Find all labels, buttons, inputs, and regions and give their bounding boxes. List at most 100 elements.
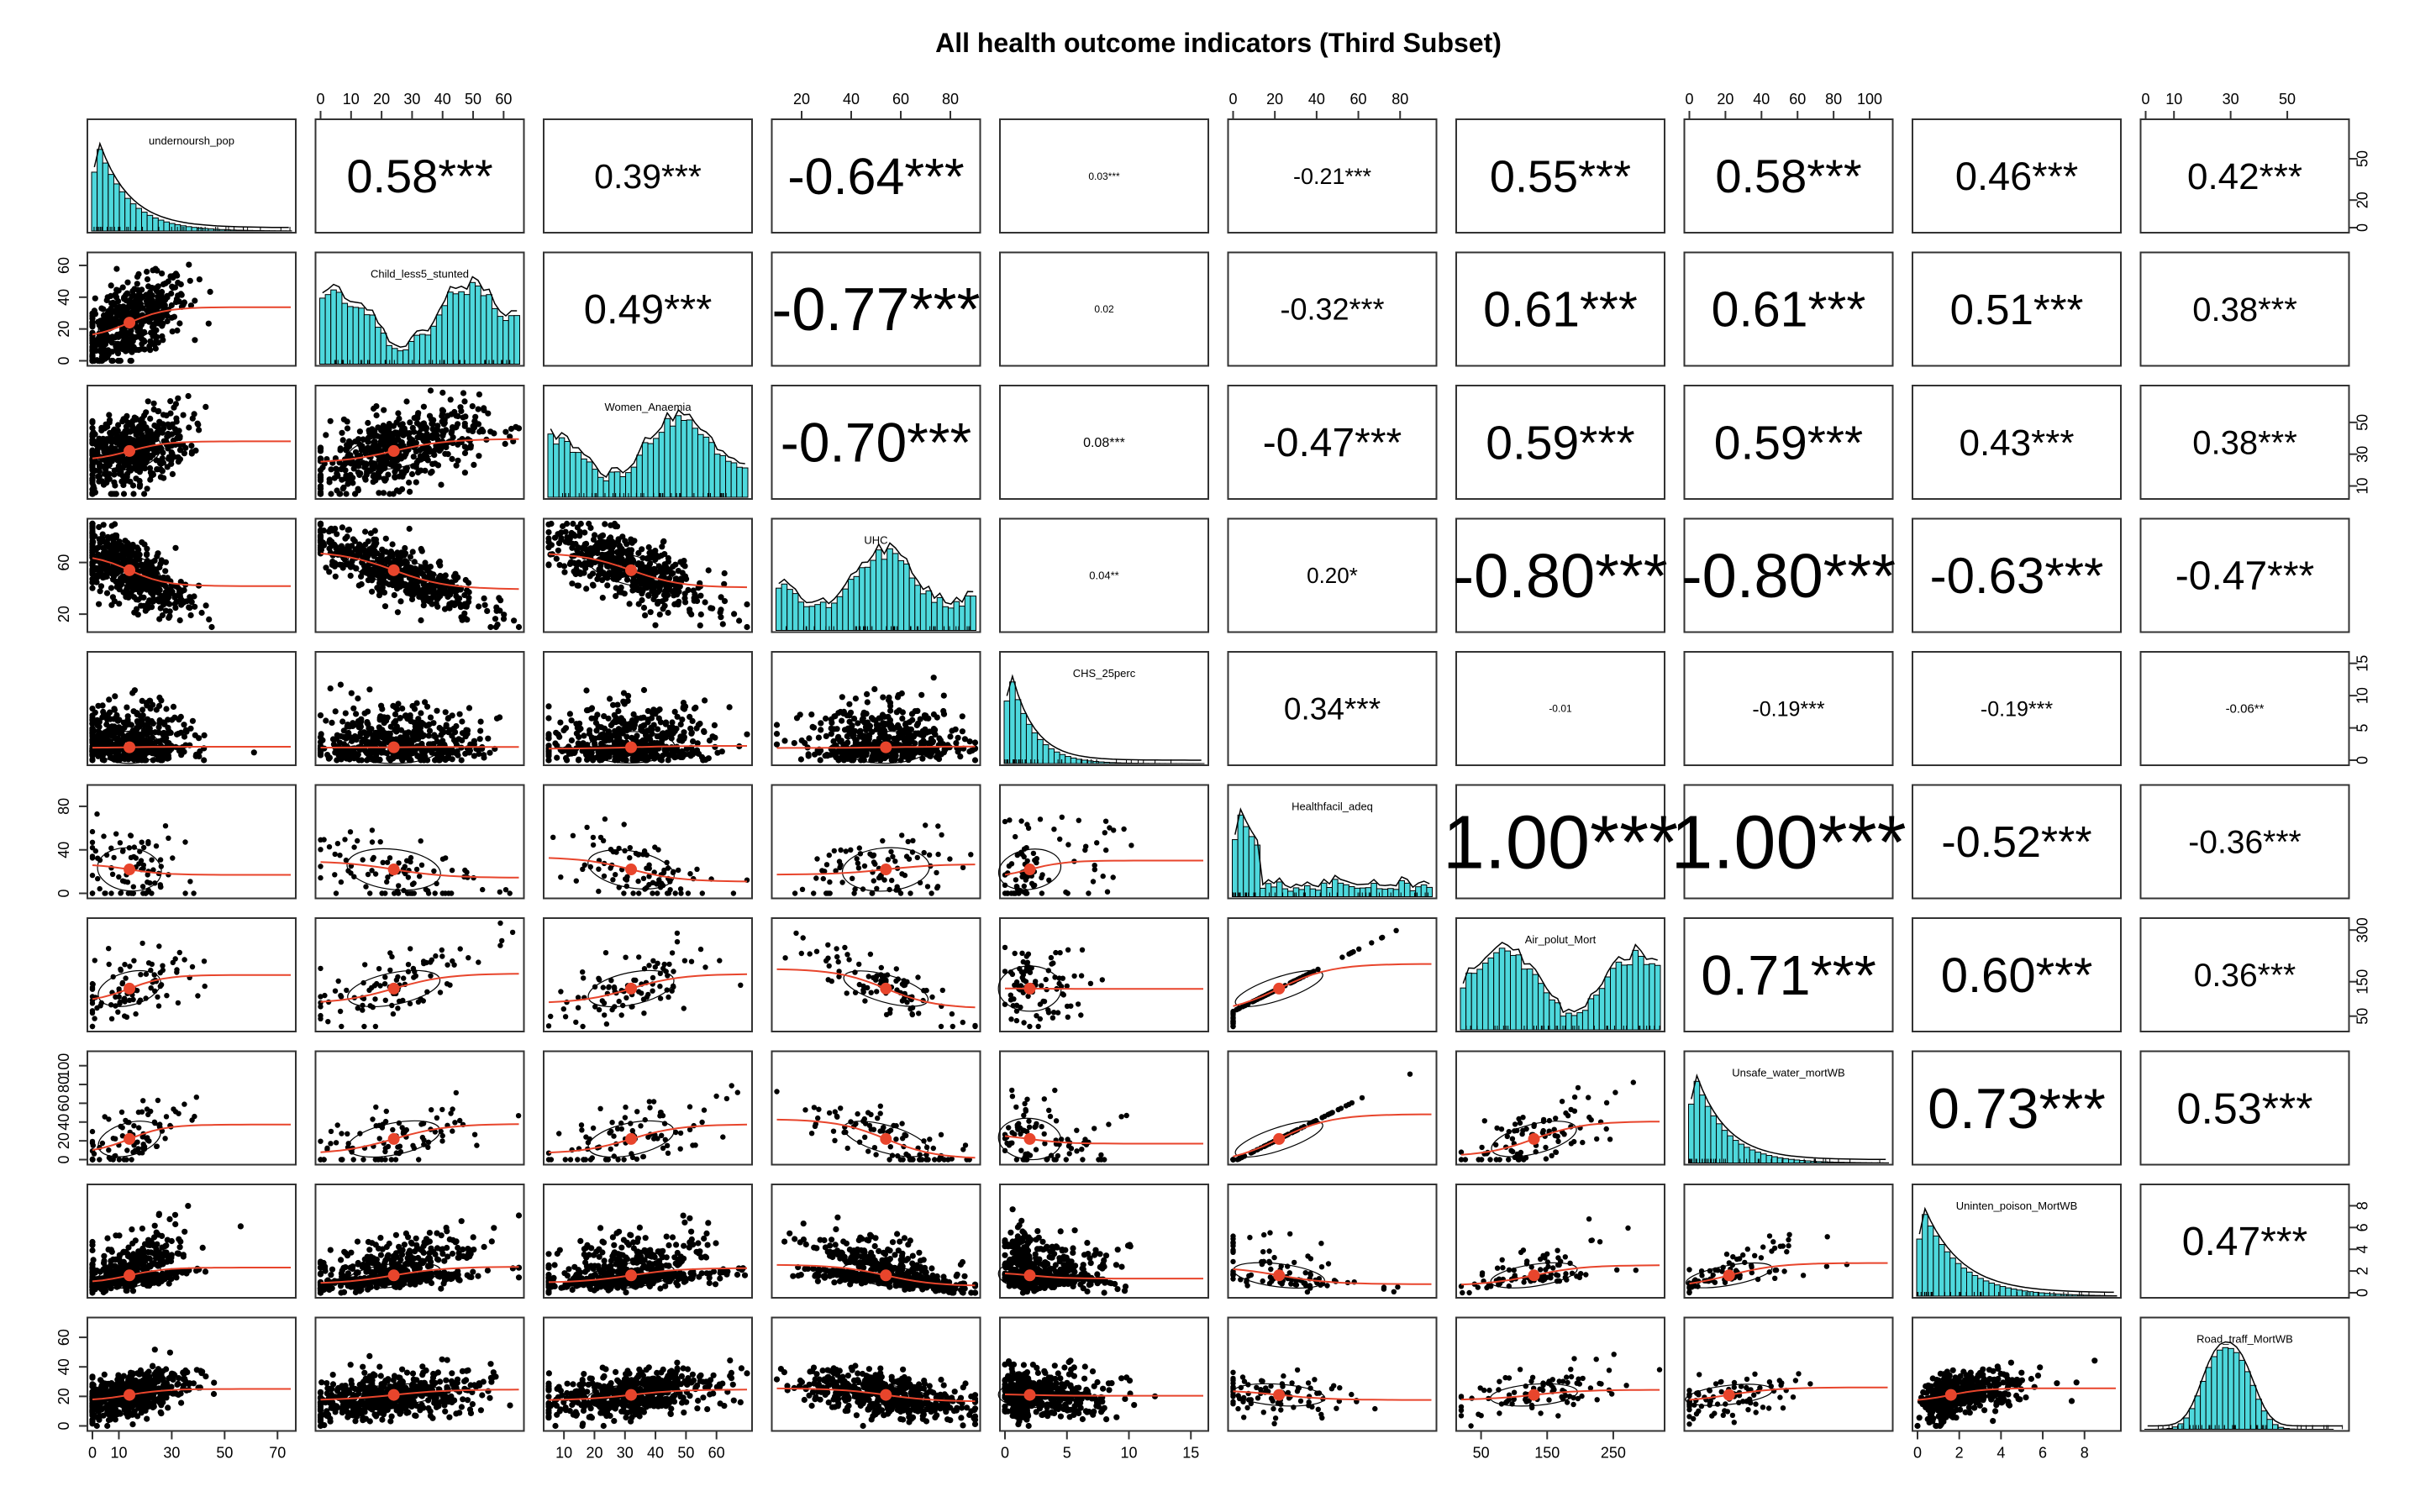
data-point	[134, 748, 140, 755]
data-point	[459, 718, 466, 725]
data-point	[493, 607, 500, 614]
data-point	[344, 425, 351, 432]
data-point	[115, 422, 122, 428]
data-point	[392, 429, 398, 436]
data-point	[113, 345, 120, 352]
histogram-bar	[669, 425, 676, 498]
data-point	[406, 525, 413, 533]
data-point	[154, 267, 160, 274]
data-point	[443, 722, 450, 728]
data-point	[181, 722, 187, 728]
panel-r5-c2	[314, 651, 525, 766]
data-point	[513, 423, 519, 430]
histogram-bar	[897, 560, 905, 631]
data-point	[545, 535, 552, 542]
data-point	[197, 748, 203, 755]
data-point	[102, 563, 109, 570]
data-point	[89, 559, 96, 566]
data-point	[650, 588, 658, 595]
histogram-bar	[647, 443, 655, 498]
data-point	[626, 601, 633, 607]
data-point	[447, 396, 454, 403]
data-point	[171, 404, 177, 411]
data-point	[142, 607, 149, 614]
data-point	[108, 333, 115, 341]
panel-frame	[771, 118, 981, 234]
data-point	[394, 609, 401, 616]
panel-frame	[1912, 251, 2122, 367]
histogram	[776, 548, 977, 632]
histogram-bar	[931, 601, 938, 632]
data-point	[166, 601, 173, 607]
data-point	[151, 341, 158, 348]
data-point	[112, 482, 118, 489]
histogram-bar	[118, 191, 126, 232]
data-point	[731, 611, 738, 617]
data-point	[153, 706, 160, 713]
data-point	[450, 434, 456, 441]
data-point	[126, 329, 133, 336]
data-point	[484, 607, 491, 615]
histogram-bar	[108, 174, 114, 232]
panel-frame	[1455, 118, 1665, 234]
data-point	[124, 557, 131, 564]
data-point	[719, 621, 726, 627]
data-point	[430, 417, 437, 423]
data-point	[154, 284, 160, 291]
data-point	[726, 704, 733, 711]
histogram-bar	[508, 315, 515, 365]
data-point	[589, 581, 597, 588]
histogram-bar	[864, 566, 871, 631]
data-point	[366, 686, 373, 693]
histogram-bar	[235, 229, 242, 232]
data-point	[635, 601, 642, 607]
data-point	[597, 533, 603, 541]
data-point	[136, 477, 143, 485]
data-point	[317, 734, 324, 741]
data-point	[439, 407, 446, 413]
data-point	[511, 617, 518, 624]
panel-frame	[1683, 251, 1894, 367]
correlation-label: -0.80***	[1681, 541, 1896, 611]
data-point	[465, 436, 471, 443]
data-point	[150, 720, 156, 727]
scatter-points	[317, 387, 523, 497]
data-point	[397, 727, 404, 733]
data-point	[98, 305, 105, 312]
data-point	[568, 737, 576, 744]
panel-r4-c8: -0.80***	[1681, 517, 1896, 633]
data-point	[89, 462, 96, 469]
data-point	[173, 296, 180, 302]
panel-frame	[771, 251, 981, 367]
data-point	[507, 433, 513, 440]
data-point	[156, 616, 163, 622]
data-point	[442, 709, 449, 716]
data-point	[178, 291, 185, 298]
correlation-label: 0.46***	[1955, 154, 2078, 198]
data-point	[189, 717, 196, 724]
data-point	[323, 432, 329, 438]
data-point	[139, 305, 146, 312]
data-point	[95, 544, 102, 551]
data-point	[466, 595, 472, 601]
data-point	[409, 424, 416, 431]
data-point	[386, 423, 392, 429]
data-point	[413, 567, 420, 574]
histogram-bar	[185, 226, 192, 232]
variable-label: Women_Anaemia	[604, 401, 692, 413]
histogram-bar	[197, 227, 203, 232]
data-point	[689, 717, 696, 725]
data-point	[155, 293, 161, 300]
data-point	[427, 470, 434, 476]
data-point	[172, 605, 179, 612]
data-point	[145, 398, 151, 405]
data-point	[129, 344, 137, 350]
data-point	[113, 439, 120, 446]
data-point	[374, 585, 381, 591]
data-point	[455, 457, 461, 464]
data-point	[124, 704, 130, 711]
histogram-bar	[970, 596, 977, 631]
data-point	[180, 412, 187, 418]
data-point	[347, 471, 354, 478]
data-point	[581, 529, 588, 536]
